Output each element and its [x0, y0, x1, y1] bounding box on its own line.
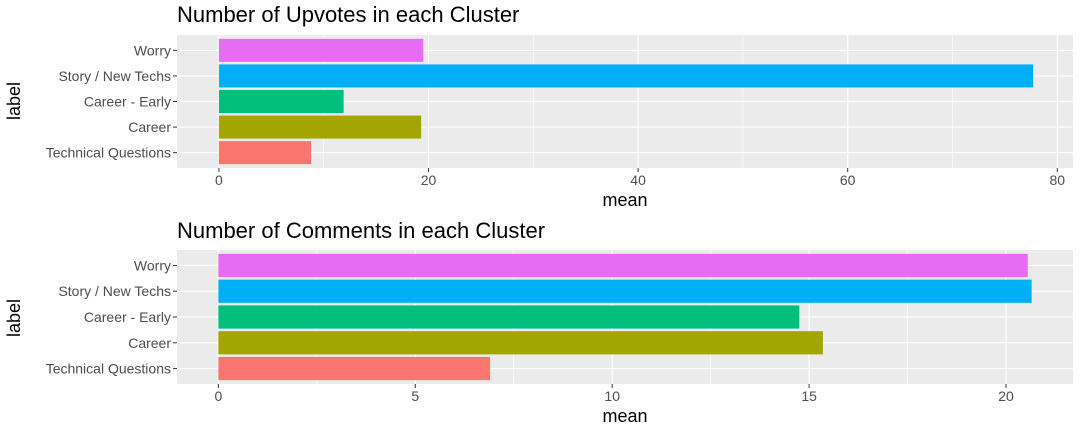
upvotes-bar-career [218, 115, 422, 139]
comments-x-axis: 0 5 10 15 20 [214, 384, 1014, 404]
comments-x-tick-label: 20 [998, 388, 1014, 404]
upvotes-y-tick-label-story-new-techs: Story / New Techs [58, 68, 171, 84]
upvotes-bars [218, 38, 1034, 165]
upvotes-x-tick-label: 60 [840, 172, 856, 188]
upvotes-chart: Number of Upvotes in each Cluster Techni… [4, 2, 1073, 210]
comments-y-tick-label-technical-questions: Technical Questions [46, 361, 171, 377]
comments-y-axis: Technical Questions Career Career - Early S… [46, 257, 177, 377]
upvotes-y-tick-label-career: Career [128, 119, 171, 135]
comments-bar-career [218, 331, 823, 355]
upvotes-bar-worry [218, 38, 424, 62]
upvotes-y-tick-label-worry: Worry [134, 42, 171, 58]
comments-bars [218, 253, 1032, 381]
comments-chart-title: Number of Comments in each Cluster [177, 218, 545, 243]
comments-bar-technical-questions [218, 356, 491, 381]
comments-y-tick-label-story-new-techs: Story / New Techs [58, 283, 171, 299]
upvotes-chart-title: Number of Upvotes in each Cluster [177, 2, 519, 27]
comments-x-tick-label: 15 [801, 388, 817, 404]
upvotes-y-axis: Technical Questions Career Career - Early S… [46, 42, 177, 161]
comments-y-axis-title: label [4, 299, 24, 337]
upvotes-x-tick-label: 40 [630, 172, 646, 188]
upvotes-y-tick-label-career-early: Career - Early [84, 94, 171, 110]
upvotes-y-tick-label-technical-questions: Technical Questions [46, 145, 171, 161]
upvotes-y-axis-title: label [4, 82, 24, 120]
comments-bar-worry [218, 253, 1028, 278]
upvotes-x-tick-label: 80 [1049, 172, 1065, 188]
comments-bar-career-early [218, 305, 800, 329]
comments-x-tick-label: 10 [604, 388, 620, 404]
upvotes-x-axis-title: mean [602, 190, 647, 210]
upvotes-x-tick-label: 20 [421, 172, 437, 188]
comments-chart: Number of Comments in each Cluster Techn… [4, 218, 1073, 426]
upvotes-bar-career-early [218, 89, 344, 114]
comments-x-tick-label: 0 [214, 388, 222, 404]
comments-y-tick-label-career: Career [128, 335, 171, 351]
comments-bar-story-new-techs [218, 279, 1032, 303]
comments-x-tick-label: 5 [411, 388, 419, 404]
upvotes-x-axis: 0 20 40 60 80 [215, 168, 1065, 188]
upvotes-bar-technical-questions [218, 141, 312, 165]
comments-x-axis-title: mean [602, 406, 647, 426]
comments-y-tick-label-worry: Worry [134, 257, 171, 273]
upvotes-bar-story-new-techs [218, 64, 1034, 88]
comments-y-tick-label-career-early: Career - Early [84, 309, 171, 325]
upvotes-x-tick-label: 0 [215, 172, 223, 188]
